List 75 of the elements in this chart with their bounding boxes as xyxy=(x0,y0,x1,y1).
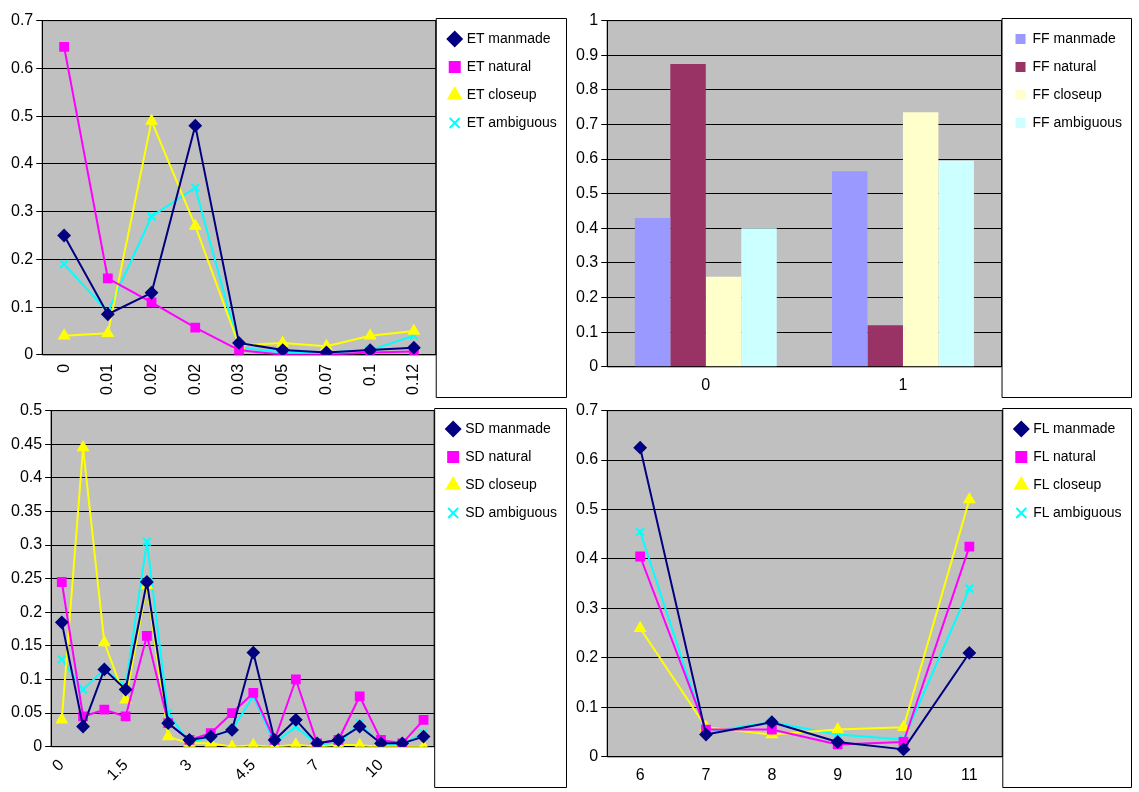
legend-label: FF natural xyxy=(1032,57,1097,74)
legend-label: FL ambiguous xyxy=(1033,503,1122,520)
y-tick-label: 0.25 xyxy=(11,569,43,587)
y-tick-label: 0.4 xyxy=(575,549,599,567)
y-tick-label: 0.05 xyxy=(11,703,43,721)
y-tick-label: 0 xyxy=(33,737,43,755)
y-tick-label: 0.3 xyxy=(10,202,34,220)
legend-label: ET manmade xyxy=(466,29,551,46)
legend-label: SD natural xyxy=(465,447,532,464)
y-tick-label: 0.1 xyxy=(575,322,599,340)
y-tick-label: 1 xyxy=(589,11,599,29)
y-tick-label: 0.2 xyxy=(10,249,34,267)
y-tick-label: 0.9 xyxy=(575,45,599,63)
y-tick-label: 0.4 xyxy=(19,468,43,486)
y-tick-label: 0.2 xyxy=(575,287,599,305)
x-tick-label: 3 xyxy=(176,755,195,775)
y-tick-label: 0.4 xyxy=(575,218,599,236)
x-tick-label: 6 xyxy=(635,765,645,783)
x-tick-label: 0.01 xyxy=(98,363,116,395)
x-tick-label: 9 xyxy=(833,765,843,783)
y-tick-label: 0.7 xyxy=(575,401,599,419)
x-tick-label: 0.03 xyxy=(229,363,247,395)
y-tick-label: 0.6 xyxy=(575,149,599,167)
x-tick-label: 10 xyxy=(894,765,913,783)
legend-label: ET natural xyxy=(466,57,532,74)
legend-label: FF ambiguous xyxy=(1032,113,1122,130)
x-tick-label: 1.5 xyxy=(103,755,131,784)
y-tick-label: 0.3 xyxy=(19,535,43,553)
legend-label: ET ambiguous xyxy=(466,113,557,130)
y-tick-label: 0.6 xyxy=(10,58,34,76)
y-tick-label: 0.7 xyxy=(10,11,34,29)
y-tick-label: 0.2 xyxy=(19,602,43,620)
x-tick-label: 7 xyxy=(701,765,711,783)
y-tick-label: 0.3 xyxy=(575,598,599,616)
y-tick-label: 0.1 xyxy=(10,297,34,315)
y-tick-label: 0.7 xyxy=(575,114,599,132)
y-tick-label: 0.1 xyxy=(575,697,599,715)
x-tick-label: 0.02 xyxy=(185,363,203,395)
legend-label: FL natural xyxy=(1033,447,1096,464)
x-tick-label: 11 xyxy=(961,765,978,783)
y-tick-label: 0.4 xyxy=(10,154,34,172)
y-tick-label: 0.1 xyxy=(19,669,43,687)
x-tick-label: 0.07 xyxy=(316,363,334,395)
legend-label: FF manmade xyxy=(1032,29,1116,46)
y-tick-label: 0.6 xyxy=(575,450,599,468)
x-tick-label: 8 xyxy=(767,765,777,783)
y-tick-label: 0.5 xyxy=(10,106,34,124)
legend-label: FF closeup xyxy=(1032,85,1102,102)
legend-label: SD ambiguous xyxy=(465,503,557,520)
x-tick-label: 1 xyxy=(898,375,908,393)
y-tick-label: 0.5 xyxy=(575,184,599,202)
x-tick-label: 0 xyxy=(54,363,72,373)
y-tick-label: 0 xyxy=(24,345,34,363)
y-tick-label: 0.5 xyxy=(19,401,43,419)
x-tick-label: 7 xyxy=(304,755,323,775)
x-tick-label: 4.5 xyxy=(230,755,259,784)
legend-label: FL manmade xyxy=(1033,419,1116,436)
x-tick-label: 0.1 xyxy=(360,363,378,387)
y-tick-label: 0.45 xyxy=(11,434,43,452)
x-tick-label: 0.05 xyxy=(273,363,291,395)
legend-label: FL closeup xyxy=(1033,475,1102,492)
legend-label: ET closeup xyxy=(466,85,537,102)
y-tick-label: 0.5 xyxy=(575,499,599,517)
legend-label: SD manmade xyxy=(465,419,551,436)
x-tick-label: 0 xyxy=(48,755,68,775)
legend-label: SD closeup xyxy=(465,475,537,492)
x-tick-label: 10 xyxy=(361,755,387,781)
y-tick-label: 0.2 xyxy=(575,648,599,666)
x-tick-label: 0.02 xyxy=(141,363,159,395)
x-tick-label: 0.12 xyxy=(404,363,422,395)
x-tick-label: 0 xyxy=(701,375,711,393)
y-tick-label: 0.8 xyxy=(575,80,599,98)
y-tick-label: 0.35 xyxy=(11,501,43,519)
y-tick-label: 0.15 xyxy=(11,636,43,654)
y-tick-label: 0.3 xyxy=(575,253,599,271)
